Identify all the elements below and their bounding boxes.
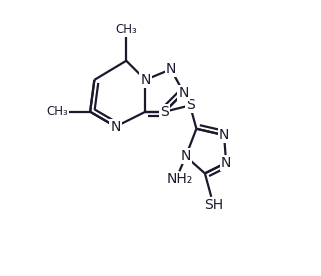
Text: N: N — [166, 62, 176, 76]
Text: CH₃: CH₃ — [115, 23, 137, 36]
Text: N: N — [219, 128, 229, 142]
Text: N: N — [140, 73, 151, 87]
Text: NH₂: NH₂ — [166, 172, 193, 186]
Text: N: N — [140, 73, 151, 87]
Text: N: N — [166, 62, 176, 76]
Text: N: N — [110, 120, 121, 134]
Text: N: N — [178, 86, 189, 100]
Text: S: S — [186, 98, 195, 112]
Text: S: S — [160, 105, 169, 119]
Text: N: N — [181, 149, 191, 163]
Text: N: N — [110, 120, 121, 134]
Text: SH: SH — [204, 198, 223, 212]
Text: N: N — [221, 156, 231, 170]
Text: N: N — [178, 86, 189, 100]
Text: CH₃: CH₃ — [46, 105, 68, 118]
